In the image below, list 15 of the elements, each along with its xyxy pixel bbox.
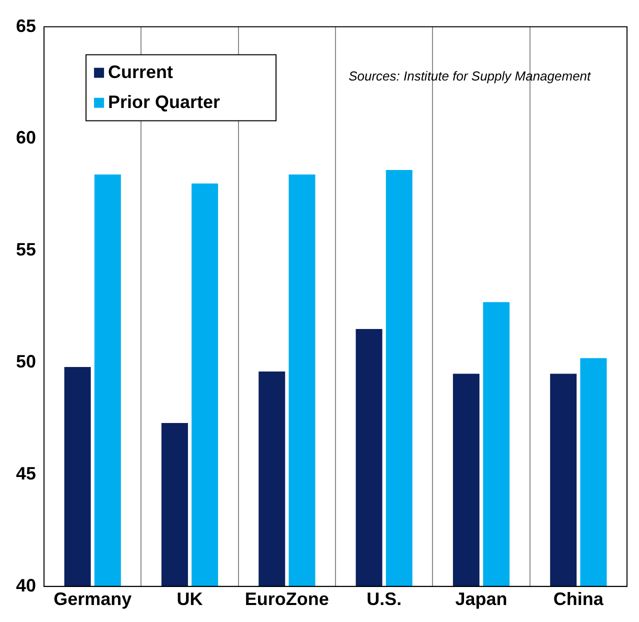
legend-label: Prior Quarter (108, 92, 220, 112)
annotation: Sources: Institute for Supply Management (348, 68, 592, 84)
y-tick-label: 45 (16, 463, 36, 484)
y-tick-label: 60 (16, 128, 36, 148)
y-tick-label: 50 (16, 352, 36, 372)
x-tick-label: Japan (455, 589, 508, 610)
x-tick-label: EuroZone (244, 589, 329, 610)
y-tick-label: 55 (16, 240, 36, 260)
y-tick-label: 40 (16, 575, 36, 596)
y-tick-label: 65 (16, 16, 36, 36)
x-tick-label: U.S. (366, 589, 402, 610)
x-tick-label: Germany (54, 589, 132, 610)
x-tick-label: China (553, 589, 604, 610)
x-tick-label: UK (176, 589, 203, 610)
legend-label: Current (108, 62, 174, 82)
